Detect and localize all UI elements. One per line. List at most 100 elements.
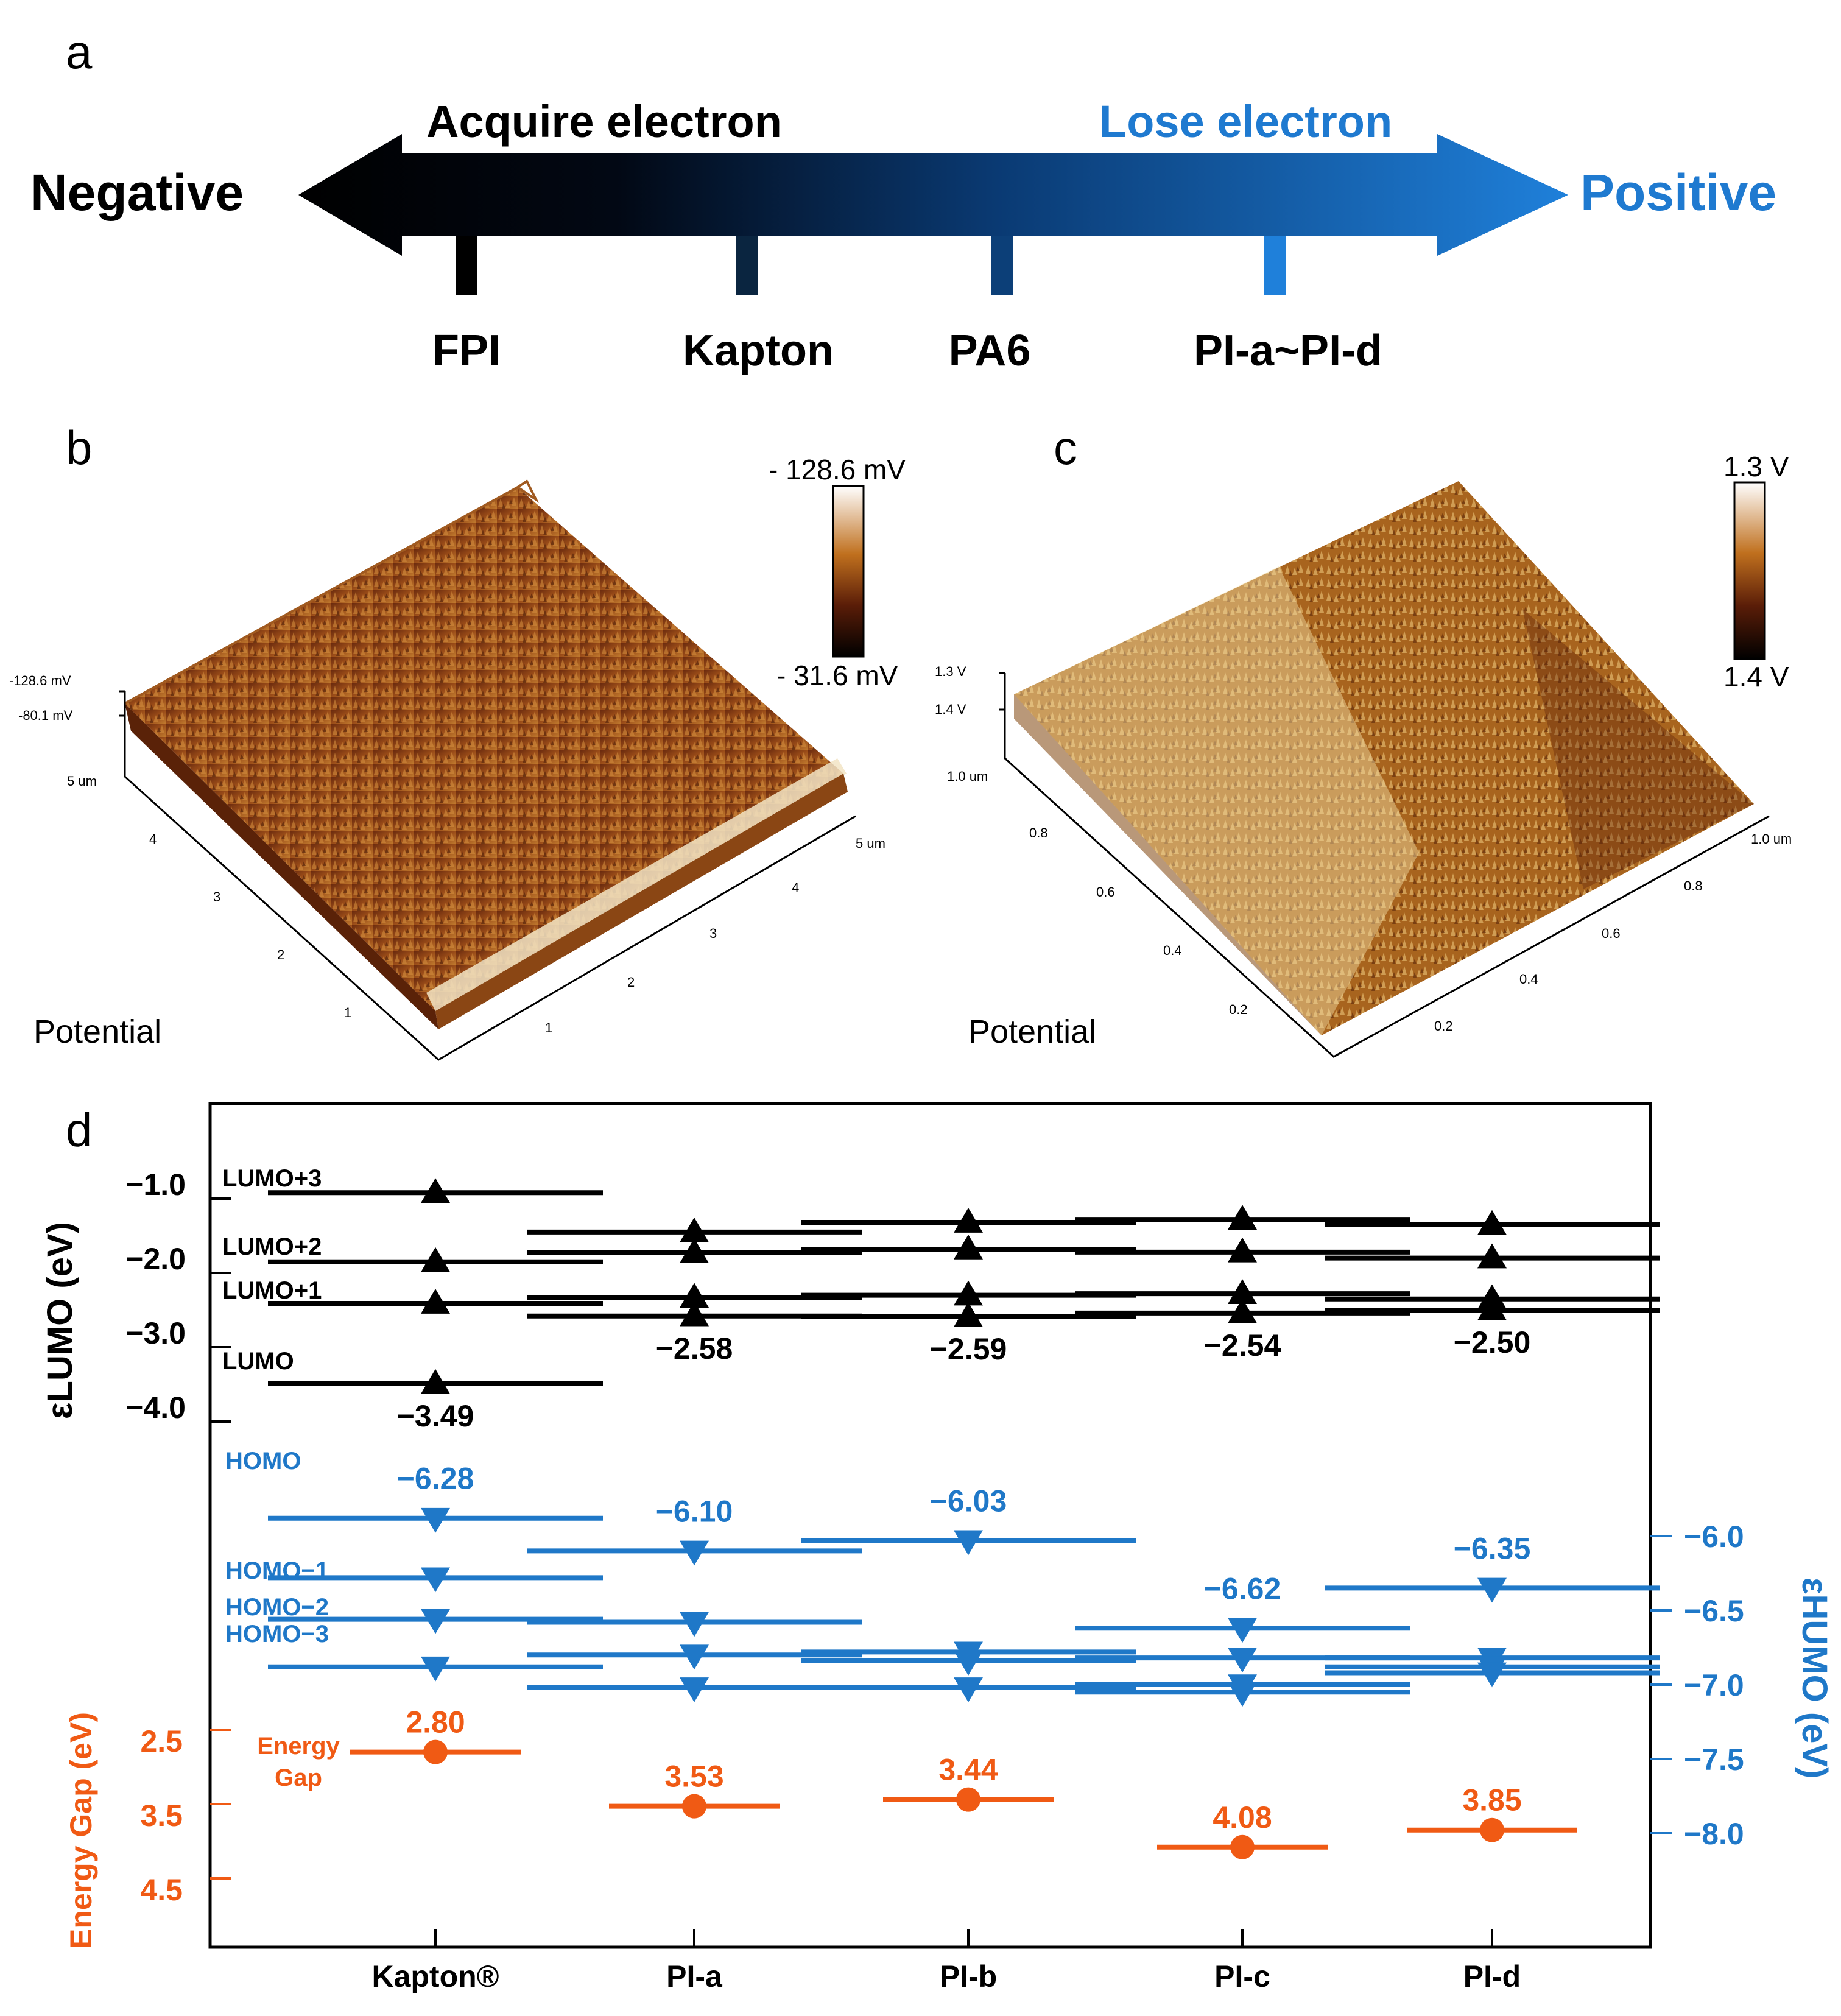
lumo-value-4: −2.50 [1454, 1325, 1531, 1359]
z-tick-c-0: 1.3 V [935, 664, 966, 679]
gap-value-3: 4.08 [1213, 1800, 1272, 1834]
gap-axis: 2.5 3.5 4.5 Energy Gap (eV) [64, 1712, 231, 1949]
homo-marker-3-1 [1228, 1648, 1257, 1673]
category-label-1: PI-a [666, 1959, 723, 1993]
homo-value-4: −6.35 [1454, 1531, 1531, 1565]
lumo-marker-0-3 [421, 1369, 450, 1394]
lumo1-label: LUMO+1 [222, 1277, 322, 1304]
homo-value-2: −6.03 [930, 1484, 1007, 1518]
lumo3-label: LUMO+3 [222, 1165, 322, 1192]
lumo-value-0: −3.49 [397, 1399, 474, 1433]
homo-tick-4: −8.0 [1684, 1817, 1744, 1851]
acquire-electron-label: Acquire electron [426, 96, 782, 147]
kapton-tick [736, 236, 758, 295]
kpfm-surface-fpi: -128.6 mV -80.1 mV 5 um 4 3 2 1 1 2 3 4 … [9, 454, 906, 1061]
homo-marker-4-3 [1477, 1662, 1507, 1688]
x-tick-c-0: 0.2 [1434, 1018, 1453, 1034]
homo-marker-1-2 [680, 1644, 709, 1670]
homo-axis-label: εHUMO (eV) [1795, 1577, 1834, 1778]
pa6-label: PA6 [949, 326, 1031, 375]
lumo-tick-2: −3.0 [125, 1316, 186, 1350]
homo-marker-4-0 [1477, 1577, 1507, 1603]
lumo-tick-1: −2.0 [125, 1242, 186, 1276]
surface-b [125, 487, 843, 1011]
homo-marker-2-0 [954, 1530, 983, 1556]
x-tick-b-3: 4 [792, 880, 799, 895]
lumo-marker-2-2 [954, 1280, 983, 1306]
fpi-label: FPI [432, 326, 501, 375]
lumo-marker-3-2 [1228, 1279, 1257, 1304]
gap-marker-3 [1230, 1834, 1255, 1859]
homo-marker-1-0 [680, 1540, 709, 1566]
y-tick-c-1: 0.8 [1029, 825, 1048, 841]
lumo-marker-1-3 [680, 1301, 709, 1327]
category-label-2: PI-b [940, 1959, 997, 1993]
lumo-value-3: −2.54 [1204, 1328, 1281, 1362]
homo3-label: HOMO−3 [225, 1621, 329, 1648]
gap-axis-label: Energy Gap (eV) [64, 1712, 98, 1949]
positive-label: Positive [1580, 164, 1776, 221]
plot-frame [208, 1102, 1652, 1949]
x-tick-b-2: 3 [709, 926, 717, 941]
homo-marker-0-2 [421, 1609, 450, 1634]
panel-a-letter: a [66, 25, 93, 79]
homo-tick-1: −6.5 [1684, 1594, 1744, 1628]
fpi-tick [456, 236, 477, 295]
lumo-marker-3-1 [1228, 1237, 1257, 1263]
panel-d-letter: d [66, 1103, 93, 1157]
lumo-tick-3: −4.0 [125, 1390, 186, 1425]
negative-label: Negative [30, 164, 244, 221]
colorbar-b-bottom: - 31.6 mV [776, 660, 898, 691]
gap-value-1: 3.53 [664, 1760, 723, 1794]
lumo-marker-0-0 [421, 1178, 450, 1204]
surface-c [1014, 481, 1754, 1035]
lumo-marker-0-2 [421, 1289, 450, 1314]
homo-tick-0: −6.0 [1684, 1520, 1744, 1554]
lumo2-label: LUMO+2 [222, 1233, 322, 1260]
gap-marker-2 [956, 1787, 980, 1812]
gap-tick-0: 2.5 [140, 1724, 183, 1758]
x-tick-b-0: 1 [545, 1020, 552, 1035]
homo1-label: HOMO−1 [225, 1557, 329, 1584]
z-tick-b-1: -80.1 mV [18, 708, 73, 723]
z-tick-c-1: 1.4 V [935, 702, 966, 717]
double-arrow [298, 134, 1568, 256]
x-tick-b-1: 2 [627, 975, 635, 990]
homo-marker-2-3 [954, 1677, 983, 1702]
gap-marker-0 [423, 1739, 448, 1764]
kapton-label: Kapton [683, 326, 834, 375]
gap-tick-2: 4.5 [140, 1873, 183, 1907]
gap-value-4: 3.85 [1462, 1783, 1521, 1817]
homo-value-0: −6.28 [397, 1462, 474, 1496]
lumo-marker-3-0 [1228, 1205, 1257, 1230]
caption-c: Potential [968, 1013, 1096, 1050]
y-tick-b-3: 2 [277, 947, 284, 962]
colorbar-b [832, 485, 865, 658]
y-tick-b-1: 4 [149, 831, 157, 847]
x-tick-b-4: 5 um [856, 836, 885, 851]
homo-marker-3-0 [1228, 1618, 1257, 1643]
lumo-marker-3-3 [1228, 1298, 1257, 1323]
level-marks: Kapton® −3.49 −6.28 2.80 PI-a −2.58 −6.10 3.53 P… [268, 1178, 1660, 1993]
y-tick-c-4: 0.2 [1229, 1002, 1248, 1017]
homo2-label: HOMO−2 [225, 1594, 329, 1621]
x-tick-c-2: 0.6 [1602, 926, 1621, 941]
gap-series-label-2: Gap [275, 1764, 322, 1791]
x-tick-c-1: 0.4 [1519, 971, 1538, 987]
lose-electron-label: Lose electron [1099, 96, 1392, 147]
caption-b: Potential [33, 1013, 161, 1050]
homo-marker-0-0 [421, 1507, 450, 1533]
y-tick-b-2: 3 [213, 889, 220, 904]
lumo-axis: −1.0 −2.0 −3.0 −4.0 εLUMO (eV) [40, 1168, 231, 1425]
category-label-0: Kapton® [371, 1959, 499, 1993]
homo-tick-3: −7.5 [1684, 1743, 1744, 1777]
y-tick-c-3: 0.4 [1163, 943, 1182, 958]
gap-series-label-1: Energy [257, 1733, 340, 1760]
lumo-tick-0: −1.0 [125, 1168, 186, 1202]
gap-tick-1: 3.5 [140, 1799, 183, 1833]
lumo-value-1: −2.58 [656, 1331, 733, 1366]
lumo-marker-1-1 [680, 1238, 709, 1263]
y-tick-b-0: 5 um [67, 774, 97, 789]
lumo-marker-1-0 [680, 1217, 709, 1242]
